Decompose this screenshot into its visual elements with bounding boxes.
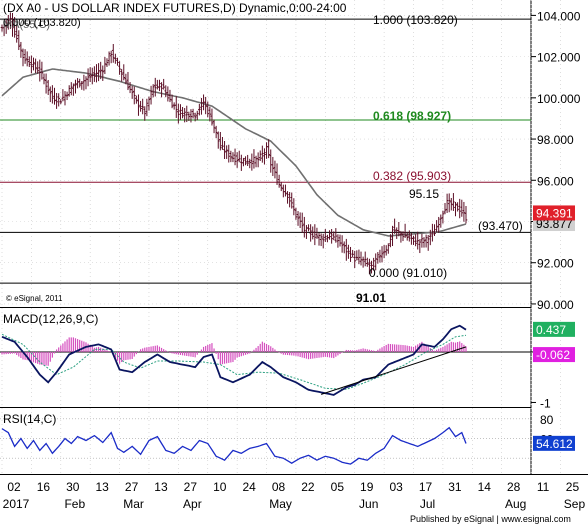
fib-618-label: 0.618 (98.927) [373, 109, 451, 123]
macd-tick-label: -1 [540, 396, 551, 410]
time-day-label: 25 [566, 480, 580, 494]
time-day-label: 05 [331, 480, 345, 494]
time-day-label: 11 [537, 480, 550, 494]
macd-layer [0, 324, 531, 396]
fib-382-label: 0.382 (95.903) [373, 169, 451, 183]
price-tick-label: 90.000 [537, 298, 574, 312]
chart-title: (DX A0 - US DOLLAR INDEX FUTURES,D) Dyna… [3, 1, 347, 15]
price-tick-label: 98.000 [537, 133, 574, 147]
time-day-label: 10 [213, 480, 227, 494]
time-day-label: 24 [242, 480, 256, 494]
time-day-label: 03 [389, 480, 403, 494]
time-day-label: 30 [66, 480, 80, 494]
rsi-line [1, 426, 467, 465]
publisher-footer: Published by eSignal | www.esignal.com [410, 514, 571, 524]
signal-value-tag: -0.062 [536, 348, 570, 362]
price-tick-label: 102.000 [537, 51, 581, 65]
price-tick-label: 100.000 [537, 92, 581, 106]
fib-0-top-label: 0.000 (103.820) [3, 17, 81, 29]
price-tick-label: 104.000 [537, 9, 581, 23]
macd-label: MACD(12,26,9,C) [3, 312, 98, 326]
time-day-label: 14 [478, 480, 492, 494]
last-price-tag-bg [533, 205, 575, 221]
rsi-value-tag: 54.612 [536, 437, 573, 451]
macd-trendline [320, 346, 467, 395]
footer-box [405, 512, 588, 526]
time-day-label: 17 [419, 480, 433, 494]
time-month-label: Apr [183, 497, 202, 511]
time-day-label: 27 [125, 480, 139, 494]
grid-layer [0, 0, 561, 474]
rsi-layer [0, 418, 531, 465]
ma-value-tag: 93.877 [536, 217, 573, 231]
time-month-label: 2017 [3, 497, 30, 511]
time-day-label: 02 [7, 480, 21, 494]
time-day-label: 28 [507, 480, 521, 494]
time-month-label: Mar [123, 497, 144, 511]
moving-average-layer [1, 68, 467, 237]
price-tick-label: 96.000 [537, 174, 574, 188]
level-93-label: (93.470) [478, 219, 523, 233]
macd-line [1, 324, 467, 396]
last-price-tag: 94.391 [536, 206, 573, 220]
time-day-label: 22 [301, 480, 315, 494]
time-month-label: Jun [359, 497, 378, 511]
time-day-label: 27 [184, 480, 198, 494]
axis-labels-layer: 104.000102.000100.00098.00096.00094.0009… [3, 9, 586, 511]
time-month-label: Feb [64, 497, 85, 511]
copyright-label: © eSignal, 2011 [6, 294, 63, 303]
rsi-label: RSI(14,C) [3, 412, 56, 426]
time-day-label: 08 [272, 480, 286, 494]
rsi-tick-label: 80 [540, 413, 554, 427]
price-tick-label: 92.000 [537, 257, 574, 271]
fib-100-label: 1.000 (103.820) [373, 13, 458, 27]
macd-value-tag: 0.437 [536, 323, 566, 337]
ma-55-line [1, 68, 467, 237]
time-day-label: 13 [154, 480, 168, 494]
time-day-label: 13 [96, 480, 110, 494]
fib-levels [0, 18, 531, 284]
time-month-label: Aug [505, 497, 526, 511]
time-day-label: 31 [448, 480, 462, 494]
time-month-label: Sep [564, 497, 586, 511]
low-91-label: 91.01 [356, 291, 386, 305]
signal-value-tag-bg [533, 347, 575, 363]
ma-label: MA(55,C) [3, 19, 50, 31]
rsi-value-tag-bg [533, 435, 575, 451]
fib-0-label: 0.000 (91.010) [369, 266, 447, 280]
time-day-label: 19 [360, 480, 374, 494]
time-month-label: May [269, 497, 292, 511]
time-month-label: Jul [420, 497, 435, 511]
macd-value-tag-bg [533, 321, 575, 337]
price-bars-layer [0, 12, 468, 275]
high-95-label: 95.15 [409, 187, 439, 201]
time-day-label: 16 [37, 480, 51, 494]
